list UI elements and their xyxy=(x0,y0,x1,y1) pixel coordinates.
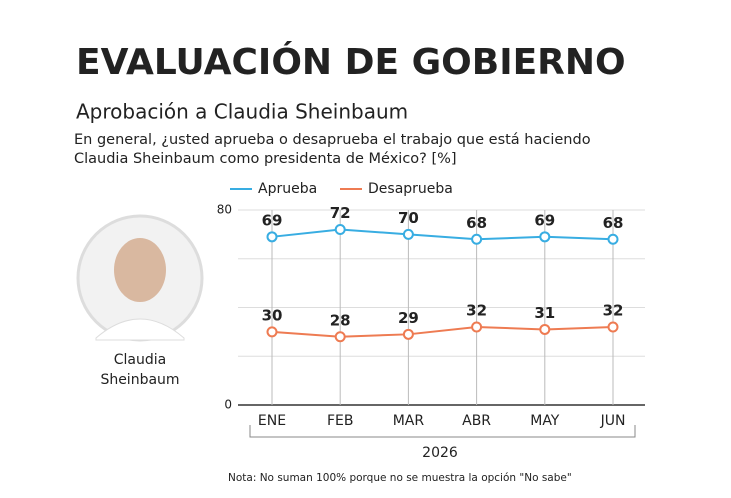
data-label: 69 xyxy=(534,211,555,229)
data-label: 68 xyxy=(466,214,487,232)
chart-title: EVALUACIÓN DE GOBIERNO xyxy=(76,41,626,83)
chart-subtitle: Aprobación a Claudia Sheinbaum xyxy=(76,100,408,124)
data-point xyxy=(402,328,414,340)
y-tick-label: 80 xyxy=(217,203,232,217)
legend-label: Aprueba xyxy=(258,181,317,197)
portrait-face xyxy=(114,238,166,302)
data-point xyxy=(334,224,346,235)
data-label: 69 xyxy=(262,211,283,229)
data-label: 70 xyxy=(398,209,419,227)
data-label: 72 xyxy=(330,204,351,222)
data-label: 68 xyxy=(603,214,624,232)
x-tick-label: MAR xyxy=(393,413,425,429)
x-tick-label: MAY xyxy=(530,413,560,429)
x-axis-label: 2026 xyxy=(422,445,458,461)
question: En general, ¿usted aprueba o desaprueba … xyxy=(74,132,591,167)
data-point xyxy=(334,331,346,343)
data-label: 29 xyxy=(398,309,419,327)
portrait-body xyxy=(95,318,185,341)
data-label: 28 xyxy=(330,311,351,329)
data-point xyxy=(539,231,551,243)
y-tick-label: 0 xyxy=(224,398,232,412)
x-tick-label: FEB xyxy=(327,413,354,429)
series-line xyxy=(271,325,614,338)
data-point xyxy=(402,228,414,240)
x-tick-label: JUN xyxy=(600,413,626,429)
question-box: En general, ¿usted aprueba o desaprueba … xyxy=(74,132,591,167)
legend-label: Desaprueba xyxy=(368,181,453,197)
series-line xyxy=(271,228,614,241)
year-bracket xyxy=(249,425,636,438)
x-tick-label: ABR xyxy=(462,413,491,429)
x-tick-label: ENE xyxy=(258,413,286,429)
data-point xyxy=(266,326,278,338)
data-point xyxy=(539,323,551,335)
data-point xyxy=(266,231,278,243)
data-point xyxy=(607,321,619,333)
note: Nota: No suman 100% porque no se muestra… xyxy=(228,472,572,484)
data-label: 30 xyxy=(262,306,283,324)
data-label: 31 xyxy=(534,304,555,322)
data-label: 32 xyxy=(466,302,487,320)
data-point xyxy=(471,233,483,245)
portrait-caption: Claudia Sheinbaum xyxy=(100,352,179,388)
data-point xyxy=(471,321,483,333)
data-label: 32 xyxy=(603,302,624,320)
data-point xyxy=(607,233,619,245)
